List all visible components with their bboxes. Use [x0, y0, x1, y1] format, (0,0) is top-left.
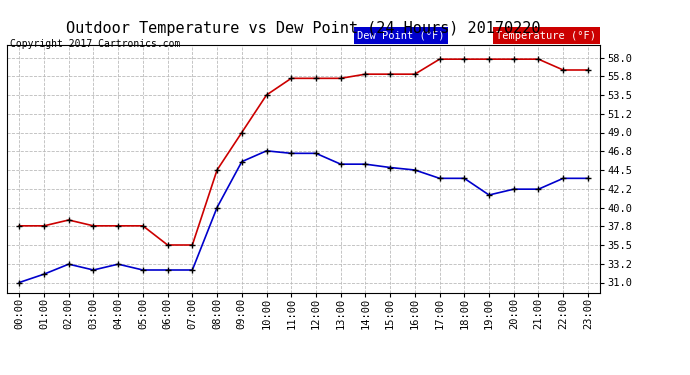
Text: Copyright 2017 Cartronics.com: Copyright 2017 Cartronics.com: [10, 39, 181, 50]
Text: Outdoor Temperature vs Dew Point (24 Hours) 20170220: Outdoor Temperature vs Dew Point (24 Hou…: [66, 21, 541, 36]
Text: Temperature (°F): Temperature (°F): [496, 31, 596, 41]
Text: Dew Point (°F): Dew Point (°F): [357, 31, 445, 41]
